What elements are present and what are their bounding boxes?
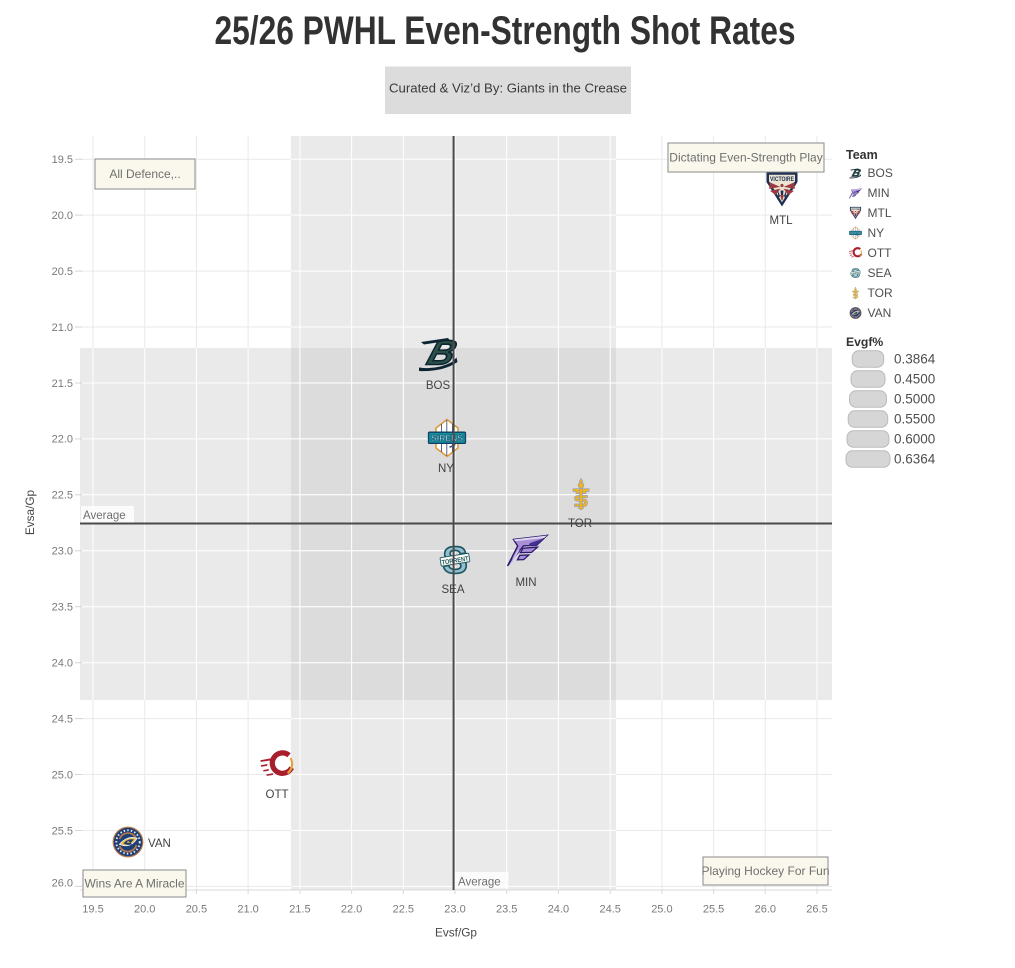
svg-text:All Defence,..: All Defence,..	[109, 167, 180, 181]
svg-text:SEA: SEA	[868, 266, 892, 280]
svg-text:0.4500: 0.4500	[894, 372, 935, 387]
svg-text:Average: Average	[83, 510, 126, 522]
svg-text:25.0: 25.0	[52, 769, 73, 781]
svg-text:TOR: TOR	[868, 286, 893, 300]
svg-text:MTL: MTL	[770, 215, 794, 227]
svg-text:MIN: MIN	[868, 186, 890, 200]
svg-text:NY: NY	[438, 463, 454, 475]
svg-text:23.5: 23.5	[496, 904, 517, 916]
svg-text:0.6000: 0.6000	[894, 432, 935, 447]
svg-text:20.0: 20.0	[134, 904, 155, 916]
svg-text:BOS: BOS	[868, 166, 893, 180]
svg-text:VAN: VAN	[868, 306, 892, 320]
svg-text:Average: Average	[458, 877, 501, 889]
svg-text:Playing Hockey For Fun: Playing Hockey For Fun	[701, 864, 829, 878]
svg-text:MTL: MTL	[868, 206, 892, 220]
svg-text:21.5: 21.5	[52, 378, 73, 390]
svg-text:Team: Team	[846, 148, 878, 162]
svg-text:MIN: MIN	[515, 577, 536, 589]
svg-text:23.0: 23.0	[444, 904, 465, 916]
svg-text:23.5: 23.5	[52, 602, 73, 614]
svg-text:24.0: 24.0	[52, 658, 73, 670]
svg-text:Evsa/Gp: Evsa/Gp	[23, 489, 37, 535]
svg-text:26.0: 26.0	[755, 904, 776, 916]
svg-text:25.5: 25.5	[52, 825, 73, 837]
svg-text:0.5000: 0.5000	[894, 392, 935, 407]
svg-text:25/26 PWHL Even-Strength Shot: 25/26 PWHL Even-Strength Shot Rates	[215, 9, 796, 53]
svg-text:20.5: 20.5	[52, 266, 73, 278]
svg-text:Evgf%: Evgf%	[846, 335, 883, 349]
svg-text:Wins Are A Miracle: Wins Are A Miracle	[84, 877, 184, 891]
svg-text:19.5: 19.5	[52, 154, 73, 166]
svg-text:26.0: 26.0	[52, 877, 73, 889]
svg-text:22.0: 22.0	[52, 434, 73, 446]
svg-text:OTT: OTT	[266, 789, 289, 801]
svg-text:NY: NY	[868, 226, 885, 240]
svg-text:23.0: 23.0	[52, 546, 73, 558]
svg-text:22.5: 22.5	[393, 904, 414, 916]
svg-text:24.5: 24.5	[599, 904, 620, 916]
svg-text:24.5: 24.5	[52, 713, 73, 725]
svg-text:21.0: 21.0	[237, 904, 258, 916]
svg-text:Dictating Even-Strength Play: Dictating Even-Strength Play	[669, 151, 822, 165]
svg-text:25.5: 25.5	[703, 904, 724, 916]
svg-text:22.5: 22.5	[52, 490, 73, 502]
svg-text:21.0: 21.0	[52, 322, 73, 334]
svg-text:SEA: SEA	[441, 584, 464, 596]
svg-text:VAN: VAN	[148, 838, 171, 850]
svg-text:Curated & Viz’d By: Giants in: Curated & Viz’d By: Giants in the Crease	[389, 81, 627, 96]
svg-text:19.5: 19.5	[82, 904, 103, 916]
svg-text:20.0: 20.0	[52, 210, 73, 222]
svg-text:22.0: 22.0	[341, 904, 362, 916]
svg-text:TOR: TOR	[568, 518, 592, 530]
svg-text:0.6364: 0.6364	[894, 452, 936, 467]
svg-text:Evsf/Gp: Evsf/Gp	[435, 926, 477, 940]
svg-text:26.5: 26.5	[806, 904, 827, 916]
svg-text:20.5: 20.5	[186, 904, 207, 916]
svg-text:BOS: BOS	[426, 380, 451, 392]
svg-text:24.0: 24.0	[548, 904, 569, 916]
svg-text:0.3864: 0.3864	[894, 352, 936, 367]
svg-text:0.5500: 0.5500	[894, 412, 935, 427]
svg-text:21.5: 21.5	[289, 904, 310, 916]
svg-text:25.0: 25.0	[651, 904, 672, 916]
svg-text:OTT: OTT	[868, 246, 893, 260]
